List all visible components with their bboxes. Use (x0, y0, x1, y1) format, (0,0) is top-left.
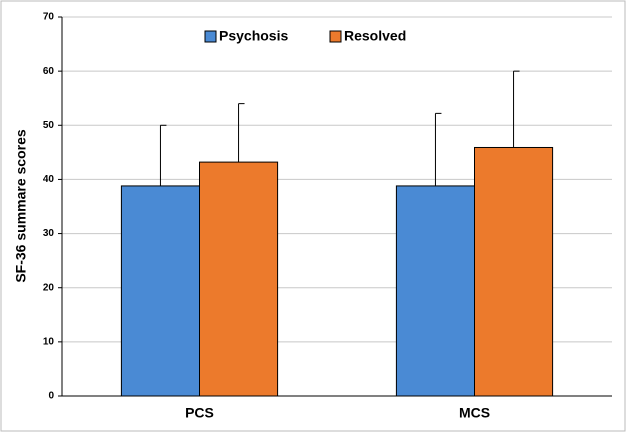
y-tick-label: 50 (43, 120, 55, 131)
y-tick-label: 60 (43, 66, 55, 77)
bar (395, 185, 475, 397)
y-tick-label: 0 (48, 391, 54, 402)
legend-swatch (204, 30, 217, 43)
x-tick-label: MCS (459, 405, 490, 421)
bar (120, 185, 200, 397)
y-axis-label: SF-36 summare scores (13, 129, 29, 283)
legend-swatch (329, 30, 342, 43)
y-tick-label: 30 (43, 228, 55, 239)
y-tick-label: 40 (43, 174, 55, 185)
y-tick-label: 10 (43, 336, 55, 347)
legend-label: Psychosis (219, 28, 288, 44)
y-tick-label: 20 (43, 282, 55, 293)
y-tick-label: 70 (43, 12, 55, 23)
bar (474, 146, 554, 397)
bar (199, 161, 279, 397)
legend-label: Resolved (344, 28, 406, 44)
x-tick-label: PCS (185, 405, 214, 421)
